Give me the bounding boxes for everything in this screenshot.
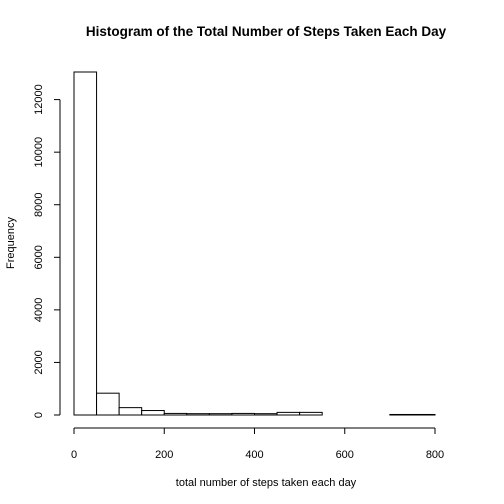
y-axis-label: Frequency xyxy=(5,217,17,269)
histogram-bar xyxy=(186,413,210,416)
y-tick-label: 4000 xyxy=(33,298,45,322)
y-tick-label: 8000 xyxy=(33,192,45,216)
histogram-bar xyxy=(299,411,323,416)
histogram-bar xyxy=(73,71,98,416)
histogram-bar xyxy=(163,412,188,416)
histogram-bar xyxy=(389,413,413,416)
y-tick-label: 0 xyxy=(33,412,45,418)
histogram-bar xyxy=(96,392,120,416)
chart-title: Histogram of the Total Number of Steps T… xyxy=(86,24,447,39)
x-tick-label: 0 xyxy=(71,449,77,461)
y-tick-label: 6000 xyxy=(33,245,45,269)
x-tick-label: 800 xyxy=(426,449,444,461)
x-axis-label: total number of steps taken each day xyxy=(176,477,357,489)
y-tick-label: 2000 xyxy=(33,350,45,374)
y-tick-label: 12000 xyxy=(33,84,45,115)
y-axis: 0 2000 4000 6000 8000 10000 12000 xyxy=(33,84,61,418)
histogram-bars xyxy=(73,71,436,416)
histogram-bar xyxy=(141,410,165,416)
x-tick-label: 600 xyxy=(336,449,354,461)
histogram-bar xyxy=(411,413,436,416)
histogram-bar xyxy=(208,413,233,416)
x-axis: 0 200 400 600 800 xyxy=(71,427,444,461)
x-tick-label: 200 xyxy=(155,449,173,461)
histogram-bar xyxy=(118,407,143,416)
y-tick-label: 10000 xyxy=(33,137,45,168)
x-tick-label: 400 xyxy=(245,449,263,461)
histogram-bar xyxy=(276,411,301,416)
histogram-bar xyxy=(254,413,278,416)
histogram-bar xyxy=(231,412,255,416)
